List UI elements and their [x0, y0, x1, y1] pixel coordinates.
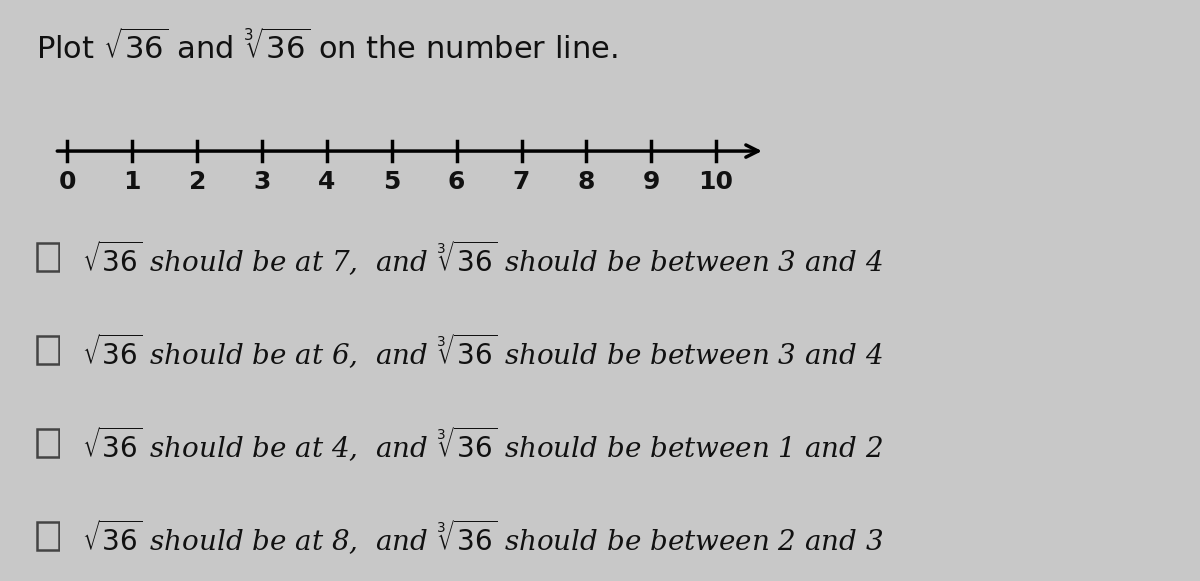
Text: 0: 0: [59, 170, 77, 194]
Text: $\sqrt{36}$ should be at 4,  and $\sqrt[3]{36}$ should be between 1 and 2: $\sqrt{36}$ should be at 4, and $\sqrt[3…: [82, 425, 883, 464]
Text: $\sqrt{36}$ should be at 8,  and $\sqrt[3]{36}$ should be between 2 and 3: $\sqrt{36}$ should be at 8, and $\sqrt[3…: [82, 518, 883, 557]
Text: 9: 9: [642, 170, 660, 194]
Text: 8: 8: [577, 170, 595, 194]
Text: 2: 2: [188, 170, 206, 194]
Text: 4: 4: [318, 170, 336, 194]
Text: 7: 7: [512, 170, 530, 194]
Text: Plot $\sqrt{36}$ and $\sqrt[3]{36}$ on the number line.: Plot $\sqrt{36}$ and $\sqrt[3]{36}$ on t…: [36, 29, 618, 65]
Text: 10: 10: [698, 170, 733, 194]
Text: 1: 1: [124, 170, 142, 194]
Text: 5: 5: [383, 170, 401, 194]
Text: 3: 3: [253, 170, 271, 194]
Text: $\sqrt{36}$ should be at 6,  and $\sqrt[3]{36}$ should be between 3 and 4: $\sqrt{36}$ should be at 6, and $\sqrt[3…: [82, 332, 883, 371]
Text: 6: 6: [448, 170, 466, 194]
Text: $\sqrt{36}$ should be at 7,  and $\sqrt[3]{36}$ should be between 3 and 4: $\sqrt{36}$ should be at 7, and $\sqrt[3…: [82, 239, 883, 278]
